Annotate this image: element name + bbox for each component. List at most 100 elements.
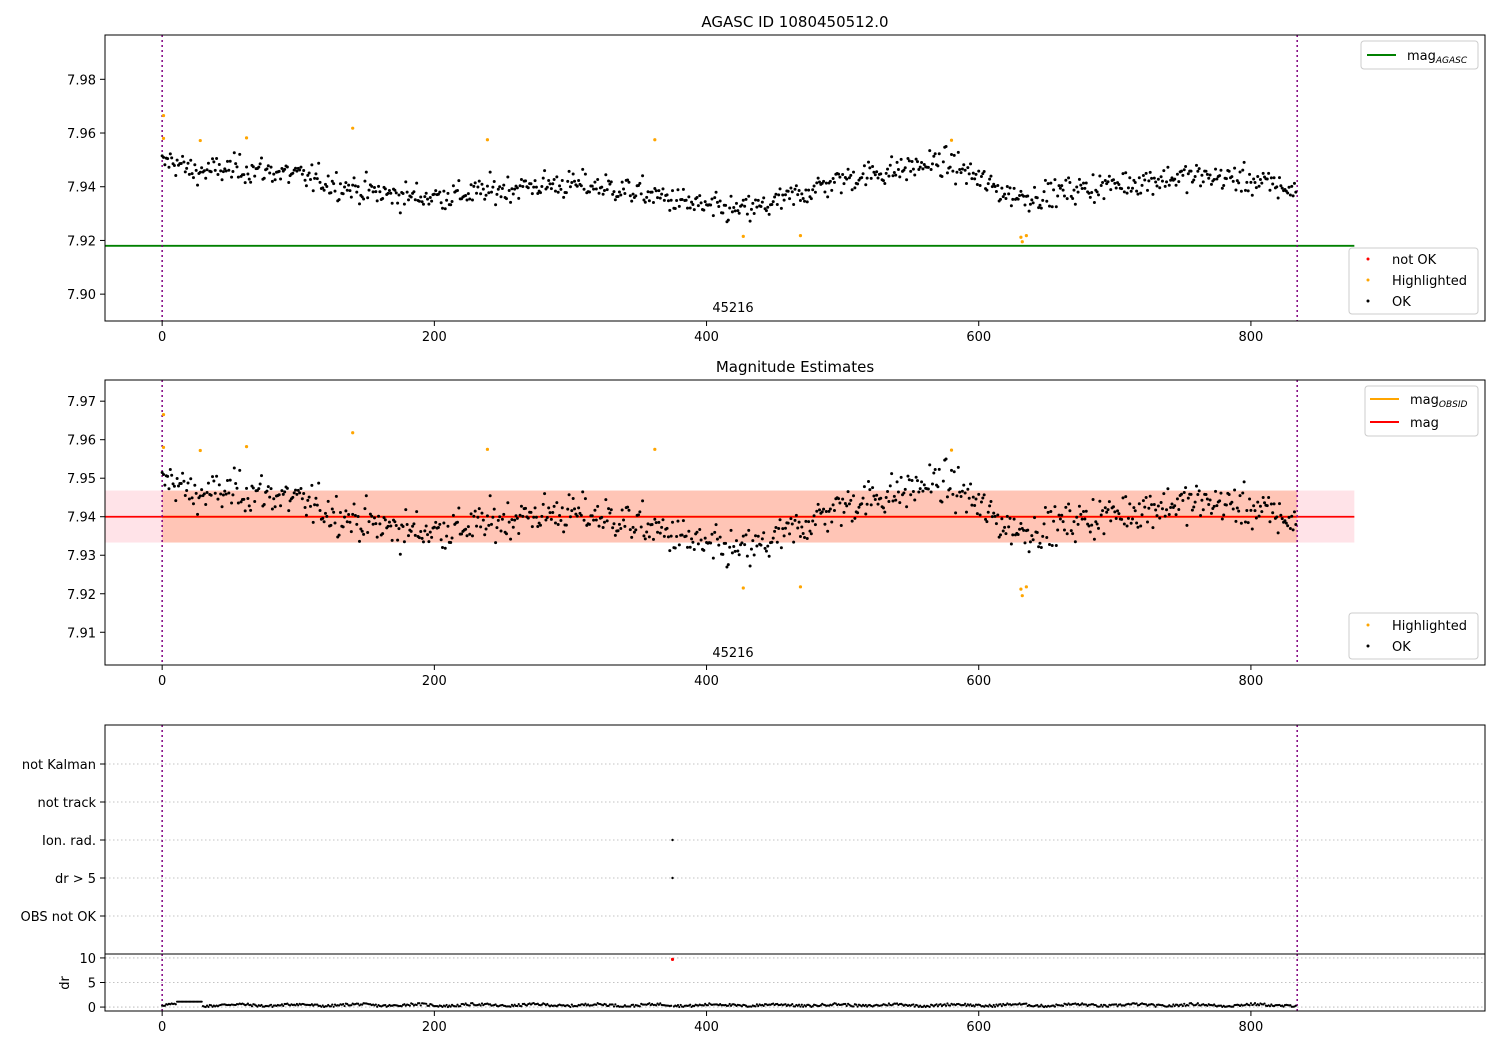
ok-point	[526, 516, 530, 520]
ok-point	[601, 526, 605, 530]
ok-point	[371, 190, 375, 194]
ok-point	[1155, 184, 1159, 188]
ok-point	[167, 487, 171, 491]
ok-point	[969, 482, 973, 486]
ok-point	[902, 168, 906, 172]
ok-point	[959, 495, 963, 499]
ok-point	[515, 516, 519, 520]
dr-point	[939, 1003, 942, 1006]
ok-point	[579, 184, 583, 188]
ok-point	[540, 184, 544, 188]
ok-point	[1011, 197, 1015, 201]
ok-point	[228, 478, 232, 482]
ok-point	[971, 495, 975, 499]
ok-point	[1046, 182, 1050, 186]
ok-point	[582, 187, 586, 191]
ok-point	[813, 523, 817, 527]
ok-point	[680, 533, 684, 537]
ok-point	[495, 192, 499, 196]
ok-point	[310, 483, 314, 487]
dr-point	[604, 1003, 607, 1006]
ok-point	[868, 488, 872, 492]
ok-point	[1092, 200, 1096, 204]
dr-point	[1172, 1003, 1175, 1006]
p2-xtick-label: 0	[158, 674, 166, 689]
legend2-ok-label: OK	[1392, 640, 1411, 655]
ok-point	[748, 219, 752, 223]
ok-point	[1007, 192, 1011, 196]
ok-point	[285, 165, 289, 169]
ok-point	[377, 184, 381, 188]
flag-category-label: dr > 5	[55, 872, 96, 887]
ok-point	[1045, 199, 1049, 203]
ok-point	[548, 182, 552, 186]
ok-point	[287, 180, 291, 184]
ok-point	[352, 176, 356, 180]
ok-point	[430, 535, 434, 539]
dr-point	[800, 1003, 803, 1006]
ok-point	[1200, 498, 1204, 502]
ok-point	[1094, 520, 1098, 524]
ok-point	[1008, 516, 1012, 520]
ok-point	[662, 198, 666, 202]
ok-point	[246, 496, 250, 500]
ok-point	[798, 534, 802, 538]
ok-point	[470, 534, 474, 538]
ok-point	[1258, 177, 1262, 181]
ok-point	[553, 189, 557, 193]
ok-point	[1041, 534, 1045, 538]
ok-point	[717, 543, 721, 547]
ok-point	[220, 505, 224, 509]
ok-point	[162, 155, 166, 159]
ok-point	[323, 511, 327, 515]
ok-point	[626, 505, 630, 509]
ok-point	[793, 518, 797, 522]
ok-point	[421, 202, 425, 206]
ok-point	[1011, 533, 1015, 537]
ok-point	[1233, 488, 1237, 492]
ok-point	[582, 518, 586, 522]
ok-point	[891, 499, 895, 503]
ok-point	[1069, 194, 1073, 198]
ok-point	[762, 196, 766, 200]
ok-point	[445, 198, 449, 202]
ok-point	[249, 508, 253, 512]
ok-point	[568, 515, 572, 519]
ok-point	[920, 160, 924, 164]
ok-point	[839, 191, 843, 195]
ok-point	[539, 523, 543, 527]
ok-point	[321, 186, 325, 190]
ok-point	[495, 526, 499, 530]
ok-point	[1227, 169, 1231, 173]
ok-point	[1143, 505, 1147, 509]
ok-point	[873, 497, 877, 501]
ok-point	[356, 515, 360, 519]
dr-point	[852, 1005, 855, 1008]
ok-point	[699, 538, 703, 542]
ok-point	[975, 512, 979, 516]
ok-point	[963, 168, 967, 172]
ok-point	[193, 483, 197, 487]
ok-point	[1196, 492, 1200, 496]
ok-point	[445, 534, 449, 538]
ok-point	[449, 541, 453, 545]
ok-point	[224, 492, 228, 496]
ok-point	[847, 502, 851, 506]
dr-point	[582, 1004, 586, 1007]
ok-point	[394, 191, 398, 195]
ok-point	[1250, 193, 1254, 197]
ok-point	[846, 167, 850, 171]
ok-point	[1047, 204, 1051, 208]
ok-point	[247, 504, 251, 508]
ok-point	[377, 514, 381, 518]
ok-point	[326, 174, 330, 178]
ok-point	[594, 187, 598, 191]
ok-point	[605, 188, 609, 192]
ok-point	[645, 195, 649, 199]
ok-point	[917, 167, 921, 171]
ok-point	[650, 523, 654, 527]
ok-point	[1082, 181, 1086, 185]
ok-point	[1152, 176, 1156, 180]
flag-category-label: not Kalman	[22, 758, 96, 773]
dr-point	[246, 1002, 249, 1005]
